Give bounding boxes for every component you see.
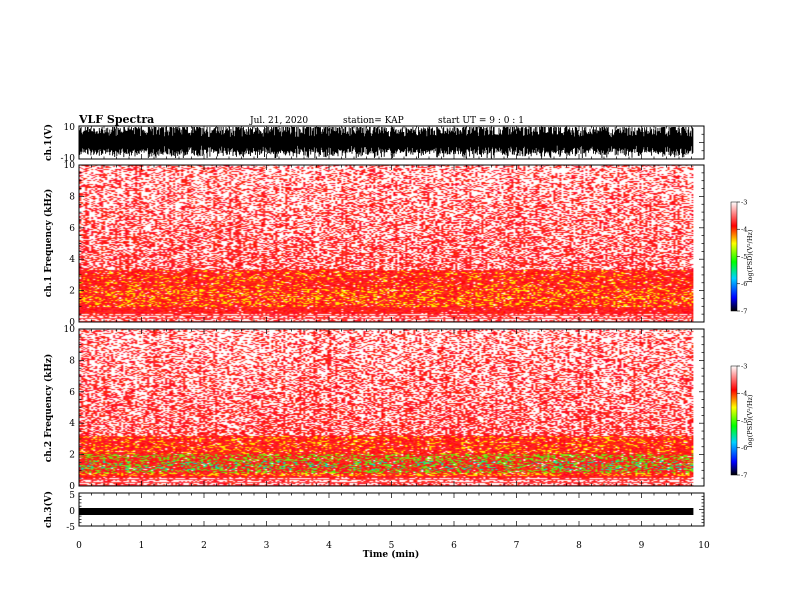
spectrogram-ch2-image (79, 329, 694, 486)
y-tick-label: -10 (61, 154, 76, 164)
y-tick-label: 8 (69, 356, 75, 366)
colorbar-gradient (730, 201, 738, 312)
axis-ticks (78, 125, 705, 160)
x-tick-label: 7 (514, 541, 520, 551)
spectrogram-ch1-image (79, 165, 694, 322)
panel-ch3-waveform: 5 0 -5 ch.3(V) 0 1 2 3 4 5 6 7 8 9 10 Time (min) (43, 491, 710, 560)
axis-ticks (78, 492, 705, 527)
x-tick-label: 5 (389, 541, 395, 551)
colorbar-tick-label: -3 (741, 198, 747, 206)
y-tick-label: 10 (64, 123, 76, 133)
y-axis-label: ch.3(V) (43, 491, 54, 528)
x-tick-label: 9 (639, 541, 645, 551)
colorbar-tick-label: -6 (741, 280, 747, 288)
colorbar-tick-label: -6 (741, 444, 747, 452)
x-tick-label: 1 (139, 541, 145, 551)
x-tick-label: 8 (576, 541, 582, 551)
x-tick-label: 0 (76, 541, 82, 551)
colorbar-ticks: -3 -4 -5 -6 -7 (737, 362, 747, 479)
x-tick-label: 10 (698, 541, 710, 551)
x-tick-labels: 0 1 2 3 4 5 6 7 8 9 10 (76, 541, 710, 551)
colorbar-label: log(PSD)(V²/Hz) (746, 229, 754, 282)
y-tick-labels: 0 2 4 6 8 10 (64, 161, 76, 328)
y-tick-label: 2 (69, 287, 75, 297)
y-tick-label: 6 (69, 388, 75, 398)
x-tick-label: 3 (264, 541, 270, 551)
waveform-ch3-trace (79, 508, 694, 515)
axis-ticks (78, 328, 705, 487)
colorbar-tick-label: -3 (741, 362, 747, 370)
y-tick-labels: 0 2 4 6 8 10 (64, 325, 76, 492)
y-tick-label: -5 (66, 523, 75, 533)
y-tick-label: 5 (69, 491, 75, 501)
colorbar-ticks: -3 -4 -5 -6 -7 (737, 198, 747, 315)
date-label: Jul. 21, 2020 (249, 116, 308, 126)
y-tick-label: 6 (69, 224, 75, 234)
panel-ch1-waveform: 10 -10 ch.1(V) (43, 123, 705, 164)
start-time-label: start UT = 9 : 0 : 1 (438, 116, 524, 126)
colorbar-tick-label: -4 (741, 390, 747, 398)
x-tick-label: 4 (326, 541, 332, 551)
y-axis-label: ch.1 Frequency (kHz) (43, 189, 54, 298)
colorbar-gradient (730, 365, 738, 476)
colorbar-ch1: -3 -4 -5 -6 -7 log(PSD)(V²/Hz) (730, 198, 754, 315)
y-tick-label: 0 (69, 318, 75, 328)
y-tick-label: 10 (64, 161, 76, 171)
x-tick-label: 2 (201, 541, 207, 551)
panel-ch2-spectrogram: 0 2 4 6 8 10 ch.2 Frequency (kHz) -3 -4 -5 -6 -7 … (43, 325, 754, 492)
y-tick-label: 0 (69, 507, 75, 517)
y-tick-label: 4 (69, 419, 75, 429)
axis-ticks (78, 164, 705, 323)
panel-ch1-spectrogram: 0 2 4 6 8 10 ch.1 Frequency (kHz) -3 -4 -5 -6 -7 … (43, 161, 754, 328)
x-tick-label: 6 (451, 541, 457, 551)
y-axis-label: ch.2 Frequency (kHz) (43, 354, 54, 463)
y-axis-label: ch.1(V) (43, 124, 54, 161)
colorbar-ch2: -3 -4 -5 -6 -7 log(PSD)(V²/Hz) (730, 362, 754, 479)
y-tick-label: 0 (69, 482, 75, 492)
y-tick-label: 10 (64, 325, 76, 335)
colorbar-tick-label: -5 (741, 253, 747, 261)
colorbar-label: log(PSD)(V²/Hz) (746, 394, 754, 447)
figure-title: VLF Spectra (78, 113, 154, 126)
colorbar-tick-label: -5 (741, 417, 747, 425)
station-label: station= KAP (343, 116, 404, 126)
y-tick-label: 8 (69, 192, 75, 202)
colorbar-tick-label: -7 (741, 307, 747, 315)
y-tick-label: 4 (69, 255, 75, 265)
colorbar-tick-label: -4 (741, 226, 747, 234)
waveform-ch1-trace (78, 127, 694, 158)
y-tick-label: 2 (69, 451, 75, 461)
colorbar-tick-label: -7 (741, 471, 747, 479)
x-axis-label: Time (min) (363, 549, 420, 560)
